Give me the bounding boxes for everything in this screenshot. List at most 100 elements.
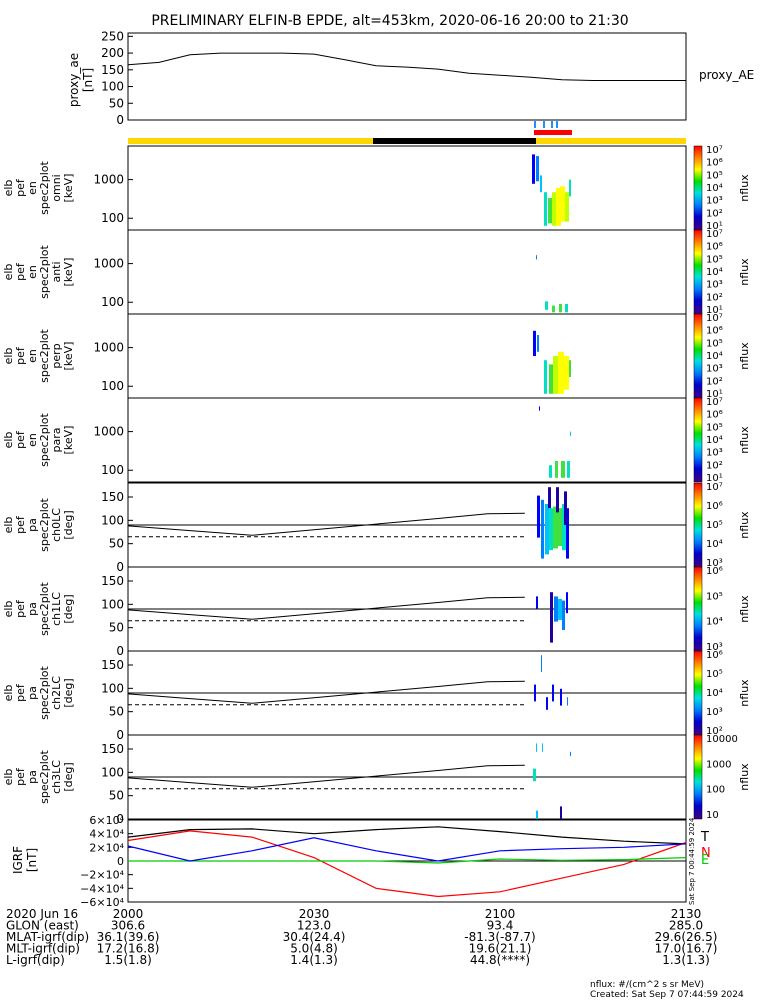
colorbar-tick-label: 10³ [706,448,723,459]
energy-panel-3: elb pef en spec2plot para [keV] 100010010⁷10⁶1… [2,397,751,484]
energy-flux-pixel [545,301,548,310]
colorbar-tick-label: 10³ [706,196,723,207]
energy-flux-pixel [556,188,561,226]
spin-tick [556,121,558,128]
pa-flux-pixel [536,596,538,609]
energy-spectrogram-panels: elb pef en spec2plot omni [keV] 100010010⁷10⁶1… [2,145,751,484]
panel-ylabel: pef [14,515,27,534]
energy-flux-pixel [561,461,565,478]
panel-ylabel: elb [2,348,15,365]
colorbar [693,145,703,231]
footer-row-value: 93.4 [487,919,514,933]
pa-y-tick-label: 0 [116,812,124,826]
panel-ylabel: spec2plot [38,582,51,636]
pa-y-tick-label: 0 [116,728,124,742]
colorbar-tick-label: 10⁴ [706,351,723,362]
panel-ylabel: [keV] [62,342,75,371]
energy-y-tick-label: 1000 [93,425,124,439]
panel-ylabel: spec2plot [38,329,51,383]
colorbar-tick-label: 10⁷ [706,313,723,324]
energy-y-tick-label: 1000 [93,341,124,355]
panel-ylabel: [deg] [62,678,75,707]
pa-y-tick-label: 100 [101,765,124,779]
eclipse-bar [373,138,536,144]
colorbar-tick-label: 10⁶ [706,242,723,253]
colorbar-tick-label: 10¹ [706,389,723,400]
panel-ylabel: en [26,265,39,279]
pa-flux-pixel [560,688,562,706]
footer-row-value: 36.1(39.6) [97,930,160,944]
energy-y-tick-label: 1000 [93,257,124,271]
colorbar-tick-label: 10⁵ [706,422,723,433]
colorbar-tick-label: 10⁷ [706,229,723,240]
pa-flux-pixel [548,487,551,509]
energy-flux-pixel [533,330,536,356]
pitch-angle-spectrogram-panels: elb pef pa spec2plot ch0LC [deg]15010050010⁷1… [2,482,751,826]
pa-y-tick-label: 150 [101,490,124,504]
pa-flux-pixel [545,504,549,555]
colorbar-tick-label: 10⁴ [706,688,723,699]
colorbar-tick-label: 10³ [706,364,723,375]
ae-series-line [127,52,686,81]
panel-ylabel: pef [14,599,27,618]
energy-flux-pixel [552,305,555,313]
pa-panel-3: elb pef pa spec2plot ch3LC [deg] 150 100 50 0 1000… [2,734,751,826]
ae-y-tick-label: 0 [116,113,124,127]
panel-ylabel: para [50,428,63,453]
igrf-y-tick-label: 0 [117,855,124,868]
colorbar [693,397,703,483]
colorbar-tick-label: 10⁶ [706,410,723,421]
colorbar-tick-label: 10³ [706,707,723,718]
panel-ylabel: [deg] [62,510,75,539]
ae-y-ticks: 250 200 150 100 50 0 [101,29,133,127]
pa-flux-pixel [550,592,553,643]
energy-flux-pixel [553,356,558,394]
pa-flux-pixel [542,743,543,752]
pa-y-tick-label: 100 [101,597,124,611]
ae-panel: proxy_ae [nT] proxy_AE 250 200 150 100 50 0 [67,29,754,127]
colorbar-tick-label: 10⁵ [706,669,723,680]
energy-y-tick-label: 100 [101,295,124,309]
colorbar-tick-label: 10⁴ [706,539,723,550]
pa-flux-pixel [567,697,568,706]
pa-flux-pixel [541,655,542,672]
colorbar-label: nflux [738,763,751,791]
energy-flux-pixel [565,303,568,313]
side-timestamp: Sat Sep 7 00:44:59 2024 [688,817,696,905]
colorbar-tick-label: 10² [706,376,723,387]
panel-ylabel: pef [14,346,27,365]
panel-ylabel: elb [2,517,15,534]
science-zone-bar [534,130,572,135]
energy-y-tick-label: 100 [101,379,124,393]
pa-y-tick-label: 0 [116,560,124,574]
pa-flux-pixel [560,806,562,819]
panel-ylabel: elb [2,264,15,281]
footer-row-value: 44.8(****) [470,953,530,967]
colorbar-label: nflux [738,174,751,202]
panel-ylabel: ch3LC [50,760,63,794]
colorbar [693,229,703,315]
panel-ylabel: pa [26,770,39,784]
plot-title: PRELIMINARY ELFIN-B EPDE, alt=453km, 202… [151,13,628,29]
colorbar [693,734,703,820]
panel-ylabel: [keV] [62,258,75,287]
panel-ylabel: [deg] [62,762,75,791]
spin-tick [534,121,536,128]
colorbar-tick-label: 10² [706,292,723,303]
pa-flux-pixel [556,487,559,513]
energy-flux-pixel [540,175,542,193]
pa-flux-pixel [562,600,565,630]
pa-flux-pixel [558,508,562,546]
energy-panel-0: elb pef en spec2plot omni [keV] 100010010⁷10⁶1… [2,145,751,232]
energy-flux-pixel [539,406,540,411]
panel-ylabel: pef [14,430,27,449]
colorbar-label: nflux [738,511,751,539]
colorbar-tick-label: 10⁴ [706,435,723,446]
igrf-e-line [128,857,687,864]
colorbar-tick-label: 10² [706,208,723,219]
footer-row-value: 2000 [113,907,144,921]
footer-row-label: GLON (east) [6,919,79,933]
energy-flux-pixel [549,364,553,394]
